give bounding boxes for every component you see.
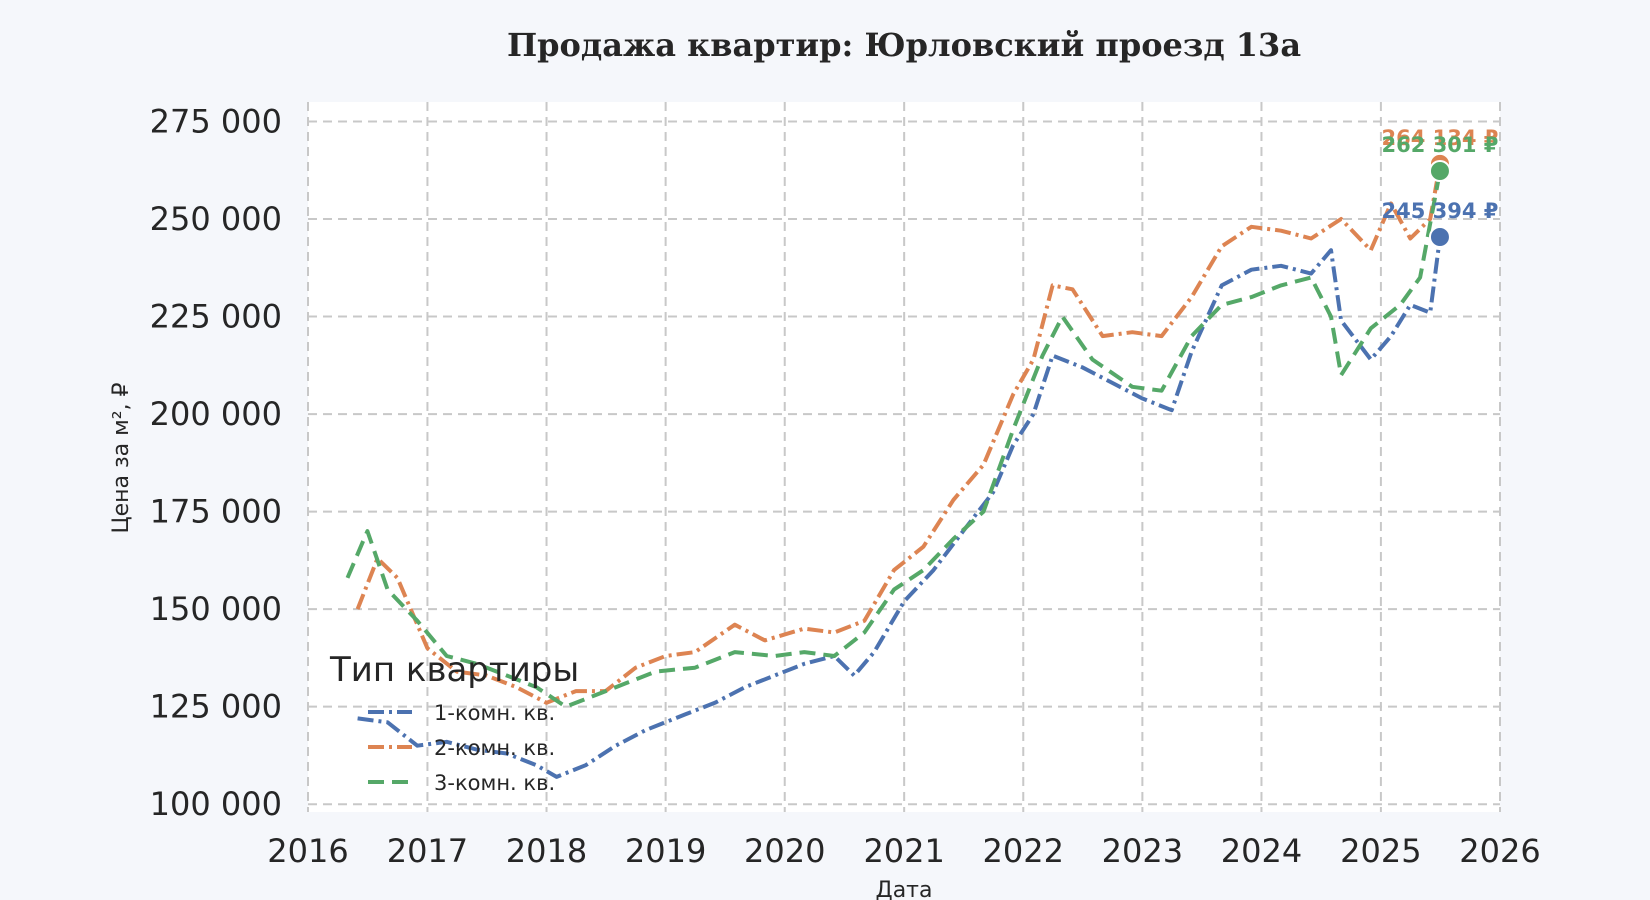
legend: Тип квартиры 1-комн. кв. 2-комн. кв. 3-ком…	[329, 650, 579, 795]
end-marker	[1428, 160, 1451, 183]
y-axis-label: Цена за м², ₽	[109, 382, 134, 533]
series-line	[355, 163, 1442, 705]
y-tick-label: 125 000	[150, 688, 282, 726]
y-tick-label: 275 000	[150, 103, 282, 141]
grid	[307, 102, 1501, 812]
end-value-label: 245 394 ₽	[1382, 199, 1499, 223]
end-markers: 245 394 ₽ 264 134 ₽262 301 ₽	[1382, 126, 1499, 249]
x-tick-label: 2023	[1102, 832, 1183, 870]
x-tick-label: 2022	[983, 832, 1064, 870]
end-marker	[1428, 226, 1451, 249]
legend-title: Тип квартиры	[329, 650, 579, 690]
y-tick-label: 175 000	[150, 493, 282, 531]
x-tick-label: 2025	[1340, 832, 1421, 870]
series-layer	[345, 163, 1442, 779]
x-tick-label: 2016	[267, 832, 348, 870]
x-tick-label: 2026	[1459, 832, 1540, 870]
x-tick-label: 2017	[387, 832, 468, 870]
legend-entry: 2-комн. кв.	[434, 736, 555, 760]
legend-entry: 3-комн. кв.	[434, 771, 555, 795]
series-line	[345, 170, 1442, 709]
x-tick-label: 2018	[506, 832, 587, 870]
y-axis-ticks: 100 000 125 000 150 000 175 000 200 000 225 0…	[150, 103, 282, 824]
y-tick-label: 150 000	[150, 590, 282, 628]
y-tick-label: 225 000	[150, 298, 282, 336]
y-tick-label: 250 000	[150, 200, 282, 238]
end-value-label: 262 301 ₽	[1382, 133, 1499, 157]
chart-title: Продажа квартир: Юрловский проезд 13а	[507, 26, 1301, 64]
x-tick-label: 2019	[625, 832, 706, 870]
y-tick-label: 200 000	[150, 395, 282, 433]
x-axis-label: Дата	[876, 878, 933, 900]
legend-entry: 1-комн. кв.	[434, 701, 555, 725]
series-line	[357, 236, 1442, 779]
x-axis-ticks: 2016 2017 2018 2019 2020 2021 2022 2023 2024 2025…	[267, 832, 1540, 870]
x-tick-label: 2021	[863, 832, 944, 870]
y-tick-label: 100 000	[150, 785, 282, 823]
x-tick-label: 2020	[744, 832, 825, 870]
end-value-label: 264 134 ₽	[1382, 126, 1499, 150]
x-tick-label: 2024	[1221, 832, 1302, 870]
